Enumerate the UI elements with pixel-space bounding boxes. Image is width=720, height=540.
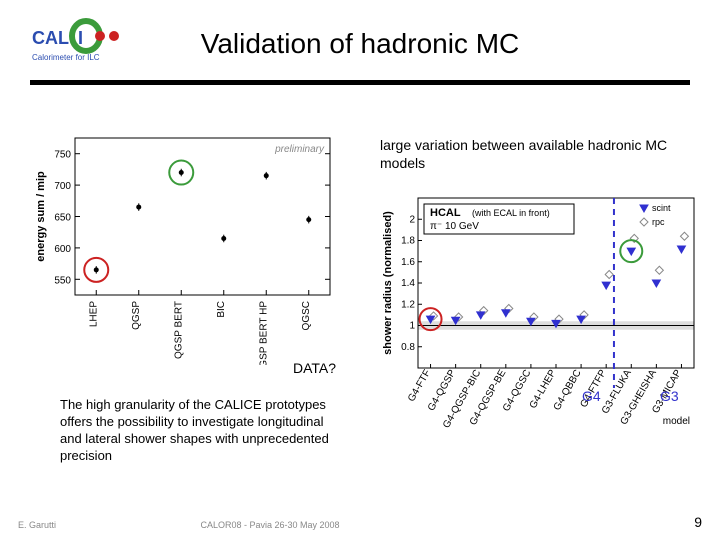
svg-text:(with ECAL in front): (with ECAL in front) <box>472 208 550 218</box>
shower-radius-chart: 0.8 1 1.2 1.4 1.6 1.8 2 shower radius (normalis… <box>380 190 700 430</box>
title-underline <box>30 80 690 85</box>
footer-page: 9 <box>694 514 702 530</box>
svg-text:model: model <box>663 416 690 427</box>
svg-text:650: 650 <box>54 213 71 224</box>
svg-text:1.6: 1.6 <box>401 257 415 268</box>
svg-text:G4-FTF: G4-FTF <box>406 368 433 404</box>
svg-text:600: 600 <box>54 244 71 255</box>
large-variation-text: large variation between available hadron… <box>380 136 690 172</box>
svg-text:QGSP BERT: QGSP BERT <box>173 301 184 359</box>
svg-text:BIC: BIC <box>216 301 227 318</box>
svg-text:energy sum / mip: energy sum / mip <box>35 171 47 262</box>
svg-text:shower radius (normalised): shower radius (normalised) <box>382 211 394 355</box>
svg-text:1.4: 1.4 <box>401 278 415 289</box>
svg-text:1: 1 <box>409 321 415 332</box>
slide-title: Validation of hadronic MC <box>0 28 720 60</box>
svg-text:1.8: 1.8 <box>401 236 415 247</box>
svg-text:1.2: 1.2 <box>401 299 415 310</box>
svg-text:QGSP: QGSP <box>131 301 142 330</box>
data-question-label: DATA? <box>293 360 336 376</box>
svg-text:2: 2 <box>409 214 415 225</box>
svg-text:0.8: 0.8 <box>401 342 415 353</box>
svg-text:700: 700 <box>54 181 71 192</box>
g4-label: G4 <box>582 388 601 404</box>
energy-sum-chart: 550 600 650 700 750 energy sum / mip prelimina… <box>30 130 340 365</box>
svg-text:π⁻ 10 GeV: π⁻ 10 GeV <box>430 221 479 232</box>
svg-text:rpc: rpc <box>652 217 665 227</box>
svg-text:HCAL: HCAL <box>430 207 461 219</box>
svg-text:750: 750 <box>54 150 71 161</box>
svg-text:QGSC: QGSC <box>301 301 312 330</box>
footer-conference: CALOR08 - Pavia 26-30 May 2008 <box>0 520 540 530</box>
svg-text:QGSP BERT HP: QGSP BERT HP <box>258 301 269 365</box>
svg-text:LHEP: LHEP <box>88 301 99 327</box>
g3-label: G3 <box>660 388 679 404</box>
granularity-text: The high granularity of the CALICE proto… <box>60 397 340 465</box>
svg-text:preliminary: preliminary <box>274 144 325 155</box>
svg-text:scint: scint <box>652 203 671 213</box>
svg-text:550: 550 <box>54 275 71 286</box>
